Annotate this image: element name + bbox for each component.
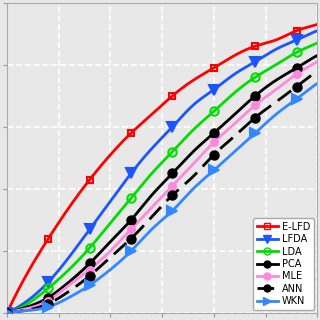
Legend: E-LFD, LFDA, LDA, PCA, MLE, ANN, WKN: E-LFD, LFDA, LDA, PCA, MLE, ANN, WKN <box>253 218 314 310</box>
